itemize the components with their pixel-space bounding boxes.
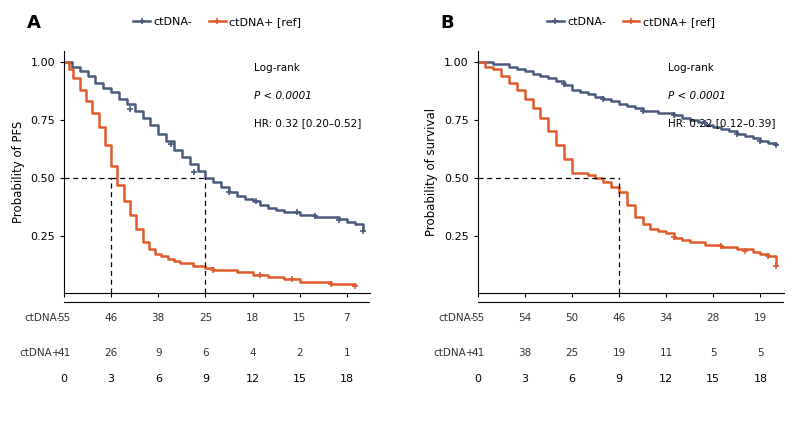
Text: 19: 19: [754, 314, 767, 323]
Point: [250, 197, 262, 204]
Text: 12: 12: [246, 374, 260, 384]
Point: [668, 233, 681, 240]
Text: HR: 0.22 [0.12–0.39]: HR: 0.22 [0.12–0.39]: [667, 118, 775, 128]
Text: 18: 18: [754, 374, 767, 384]
Point: [770, 262, 782, 269]
Text: 12: 12: [659, 374, 674, 384]
Point: [123, 106, 136, 113]
Text: ctDNA-: ctDNA-: [438, 314, 474, 323]
Point: [770, 142, 782, 149]
Text: 18: 18: [340, 374, 354, 384]
Point: [348, 283, 361, 290]
Text: ctDNA+: ctDNA+: [433, 348, 474, 358]
Point: [333, 217, 346, 224]
Text: 9: 9: [155, 348, 162, 358]
Text: P < 0.0001: P < 0.0001: [254, 91, 312, 101]
Point: [290, 209, 303, 216]
Text: 46: 46: [105, 314, 118, 323]
Text: 4: 4: [250, 348, 256, 358]
Text: A: A: [27, 14, 41, 32]
Text: 15: 15: [293, 374, 306, 384]
Text: 15: 15: [293, 314, 306, 323]
Point: [286, 276, 298, 283]
Point: [754, 137, 767, 144]
Text: B: B: [441, 14, 454, 32]
Text: 6: 6: [202, 348, 209, 358]
Text: 3: 3: [108, 374, 114, 384]
Text: 28: 28: [706, 314, 720, 323]
Point: [558, 81, 570, 88]
Point: [356, 227, 369, 234]
Text: 18: 18: [246, 314, 259, 323]
Text: P < 0.0001: P < 0.0001: [667, 91, 726, 101]
Text: Log-rank: Log-rank: [254, 63, 300, 73]
Legend: ctDNA-, ctDNA+ [ref]: ctDNA-, ctDNA+ [ref]: [129, 12, 306, 31]
Point: [636, 107, 649, 114]
Text: 41: 41: [58, 348, 70, 358]
Point: [188, 168, 201, 175]
Text: 5: 5: [757, 348, 764, 358]
Y-axis label: Probability of PFS: Probability of PFS: [12, 121, 25, 223]
Legend: ctDNA-, ctDNA+ [ref]: ctDNA-, ctDNA+ [ref]: [542, 12, 719, 31]
Text: 19: 19: [612, 348, 626, 358]
Point: [222, 188, 235, 195]
Text: 34: 34: [659, 314, 673, 323]
Point: [254, 272, 266, 278]
Text: 0: 0: [474, 374, 481, 384]
Point: [699, 120, 712, 127]
X-axis label: Months from C4D1: Months from C4D1: [575, 409, 686, 421]
Text: 9: 9: [615, 374, 622, 384]
Text: HR: 0.32 [0.20–0.52]: HR: 0.32 [0.20–0.52]: [254, 118, 362, 128]
Text: ctDNA-: ctDNA-: [25, 314, 61, 323]
Point: [165, 141, 178, 147]
Point: [207, 267, 220, 274]
Text: 50: 50: [566, 314, 578, 323]
Text: 15: 15: [706, 374, 720, 384]
Text: 6: 6: [568, 374, 575, 384]
Point: [309, 213, 322, 219]
Text: 3: 3: [522, 374, 528, 384]
Text: 26: 26: [105, 348, 118, 358]
Text: 25: 25: [198, 314, 212, 323]
Point: [762, 253, 774, 260]
Text: 38: 38: [152, 314, 165, 323]
Point: [668, 112, 681, 119]
Point: [738, 247, 751, 254]
Text: 6: 6: [154, 374, 162, 384]
Text: 7: 7: [343, 314, 350, 323]
Text: ctDNA+: ctDNA+: [19, 348, 61, 358]
X-axis label: Months from C4D1: Months from C4D1: [162, 409, 273, 421]
Text: 41: 41: [471, 348, 484, 358]
Text: 5: 5: [710, 348, 717, 358]
Text: 46: 46: [612, 314, 626, 323]
Point: [730, 131, 743, 137]
Text: 9: 9: [202, 374, 209, 384]
Text: 38: 38: [518, 348, 531, 358]
Point: [597, 96, 610, 102]
Text: 55: 55: [58, 314, 70, 323]
Point: [325, 281, 338, 288]
Text: 54: 54: [518, 314, 531, 323]
Text: 1: 1: [343, 348, 350, 358]
Text: 2: 2: [296, 348, 303, 358]
Point: [714, 242, 727, 249]
Text: 25: 25: [566, 348, 578, 358]
Text: 55: 55: [471, 314, 484, 323]
Text: 0: 0: [61, 374, 67, 384]
Y-axis label: Probability of survival: Probability of survival: [426, 108, 438, 236]
Text: Log-rank: Log-rank: [667, 63, 714, 73]
Text: 11: 11: [659, 348, 673, 358]
